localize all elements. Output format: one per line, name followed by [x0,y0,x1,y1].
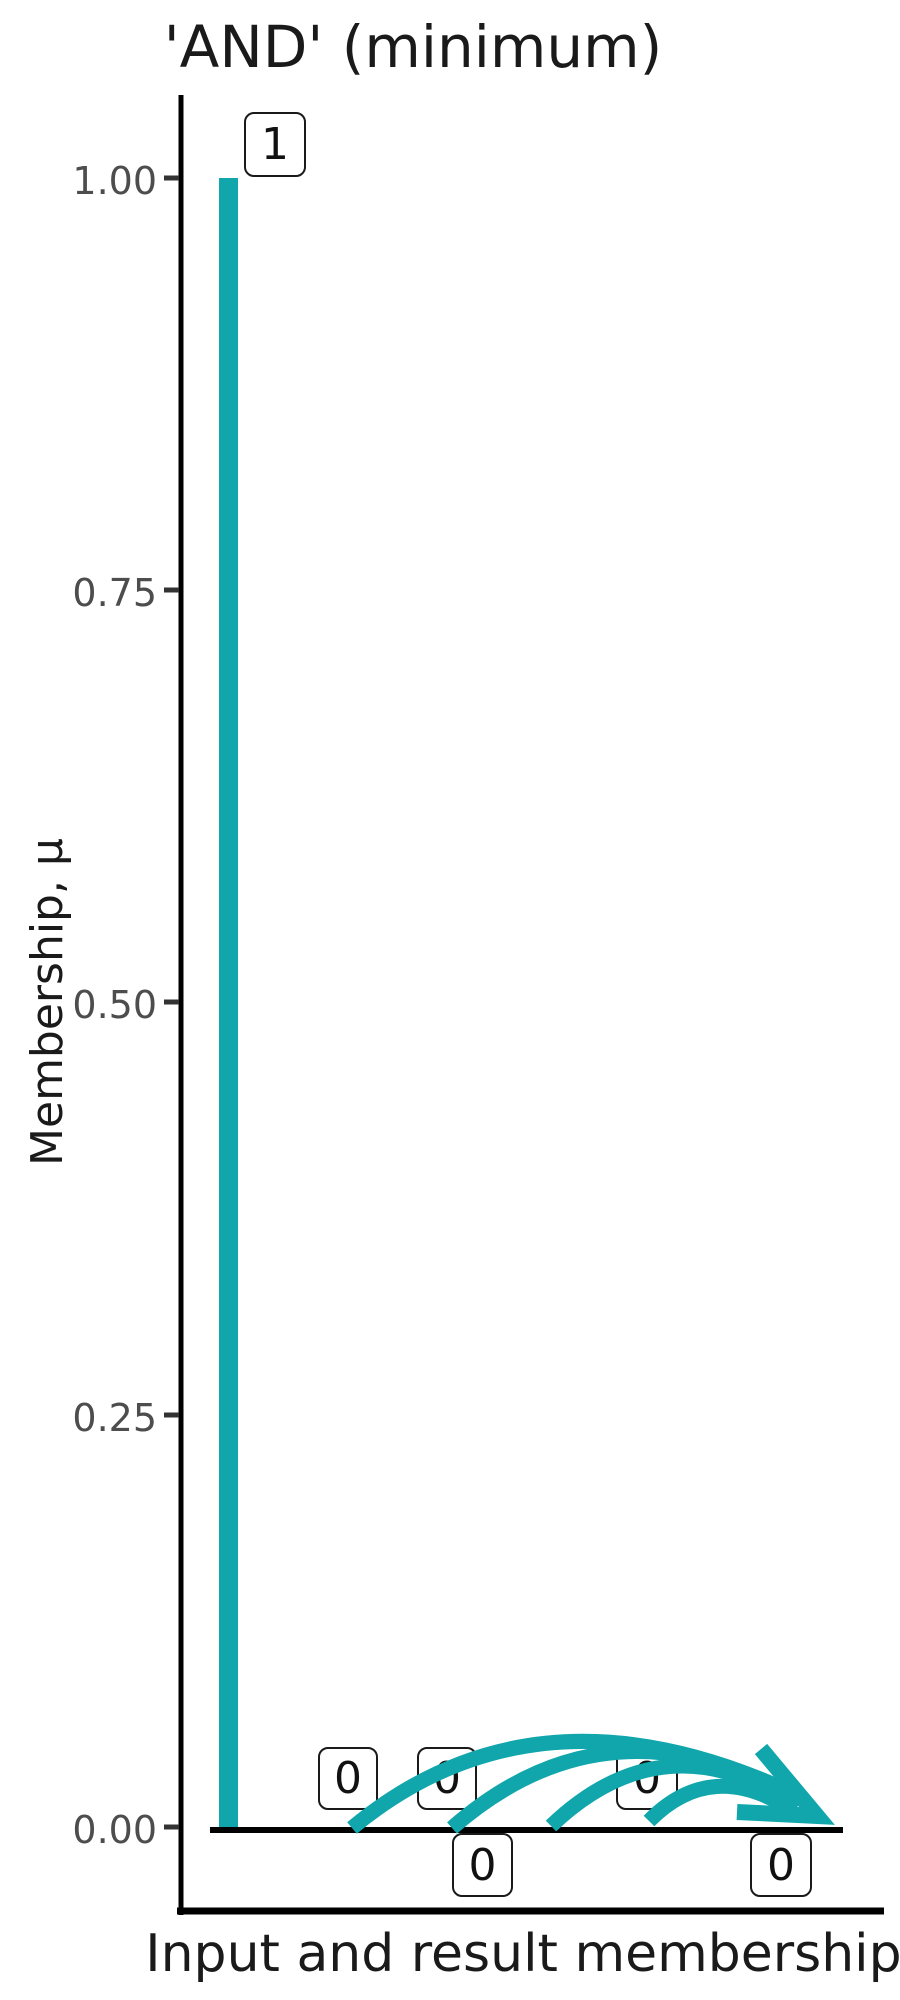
y-tick-label-0.25: 0.25 [72,1396,157,1440]
value-label-zero-3: 0 [452,1833,513,1897]
y-tick-label-1.00: 1.00 [72,159,157,203]
value-label-zero-2: 0 [417,1747,477,1810]
x-axis-title: Input and result memberships [145,1924,900,1984]
value-label-bar-1: 1 [244,112,306,177]
y-tick-label-0.50: 0.50 [72,983,157,1027]
chart-title: 'AND' (minimum) [163,13,663,81]
value-label-zero-4: 0 [616,1747,678,1810]
y-tick-label-0.75: 0.75 [72,571,157,615]
y-tick-marks [164,175,179,1830]
y-tick-label-0.00: 0.00 [72,1808,157,1852]
arrowhead-icon [736,1743,835,1825]
value-label-zero-result: 0 [750,1833,812,1897]
membership-bar [219,178,238,1832]
value-label-zero-1: 0 [318,1747,378,1810]
